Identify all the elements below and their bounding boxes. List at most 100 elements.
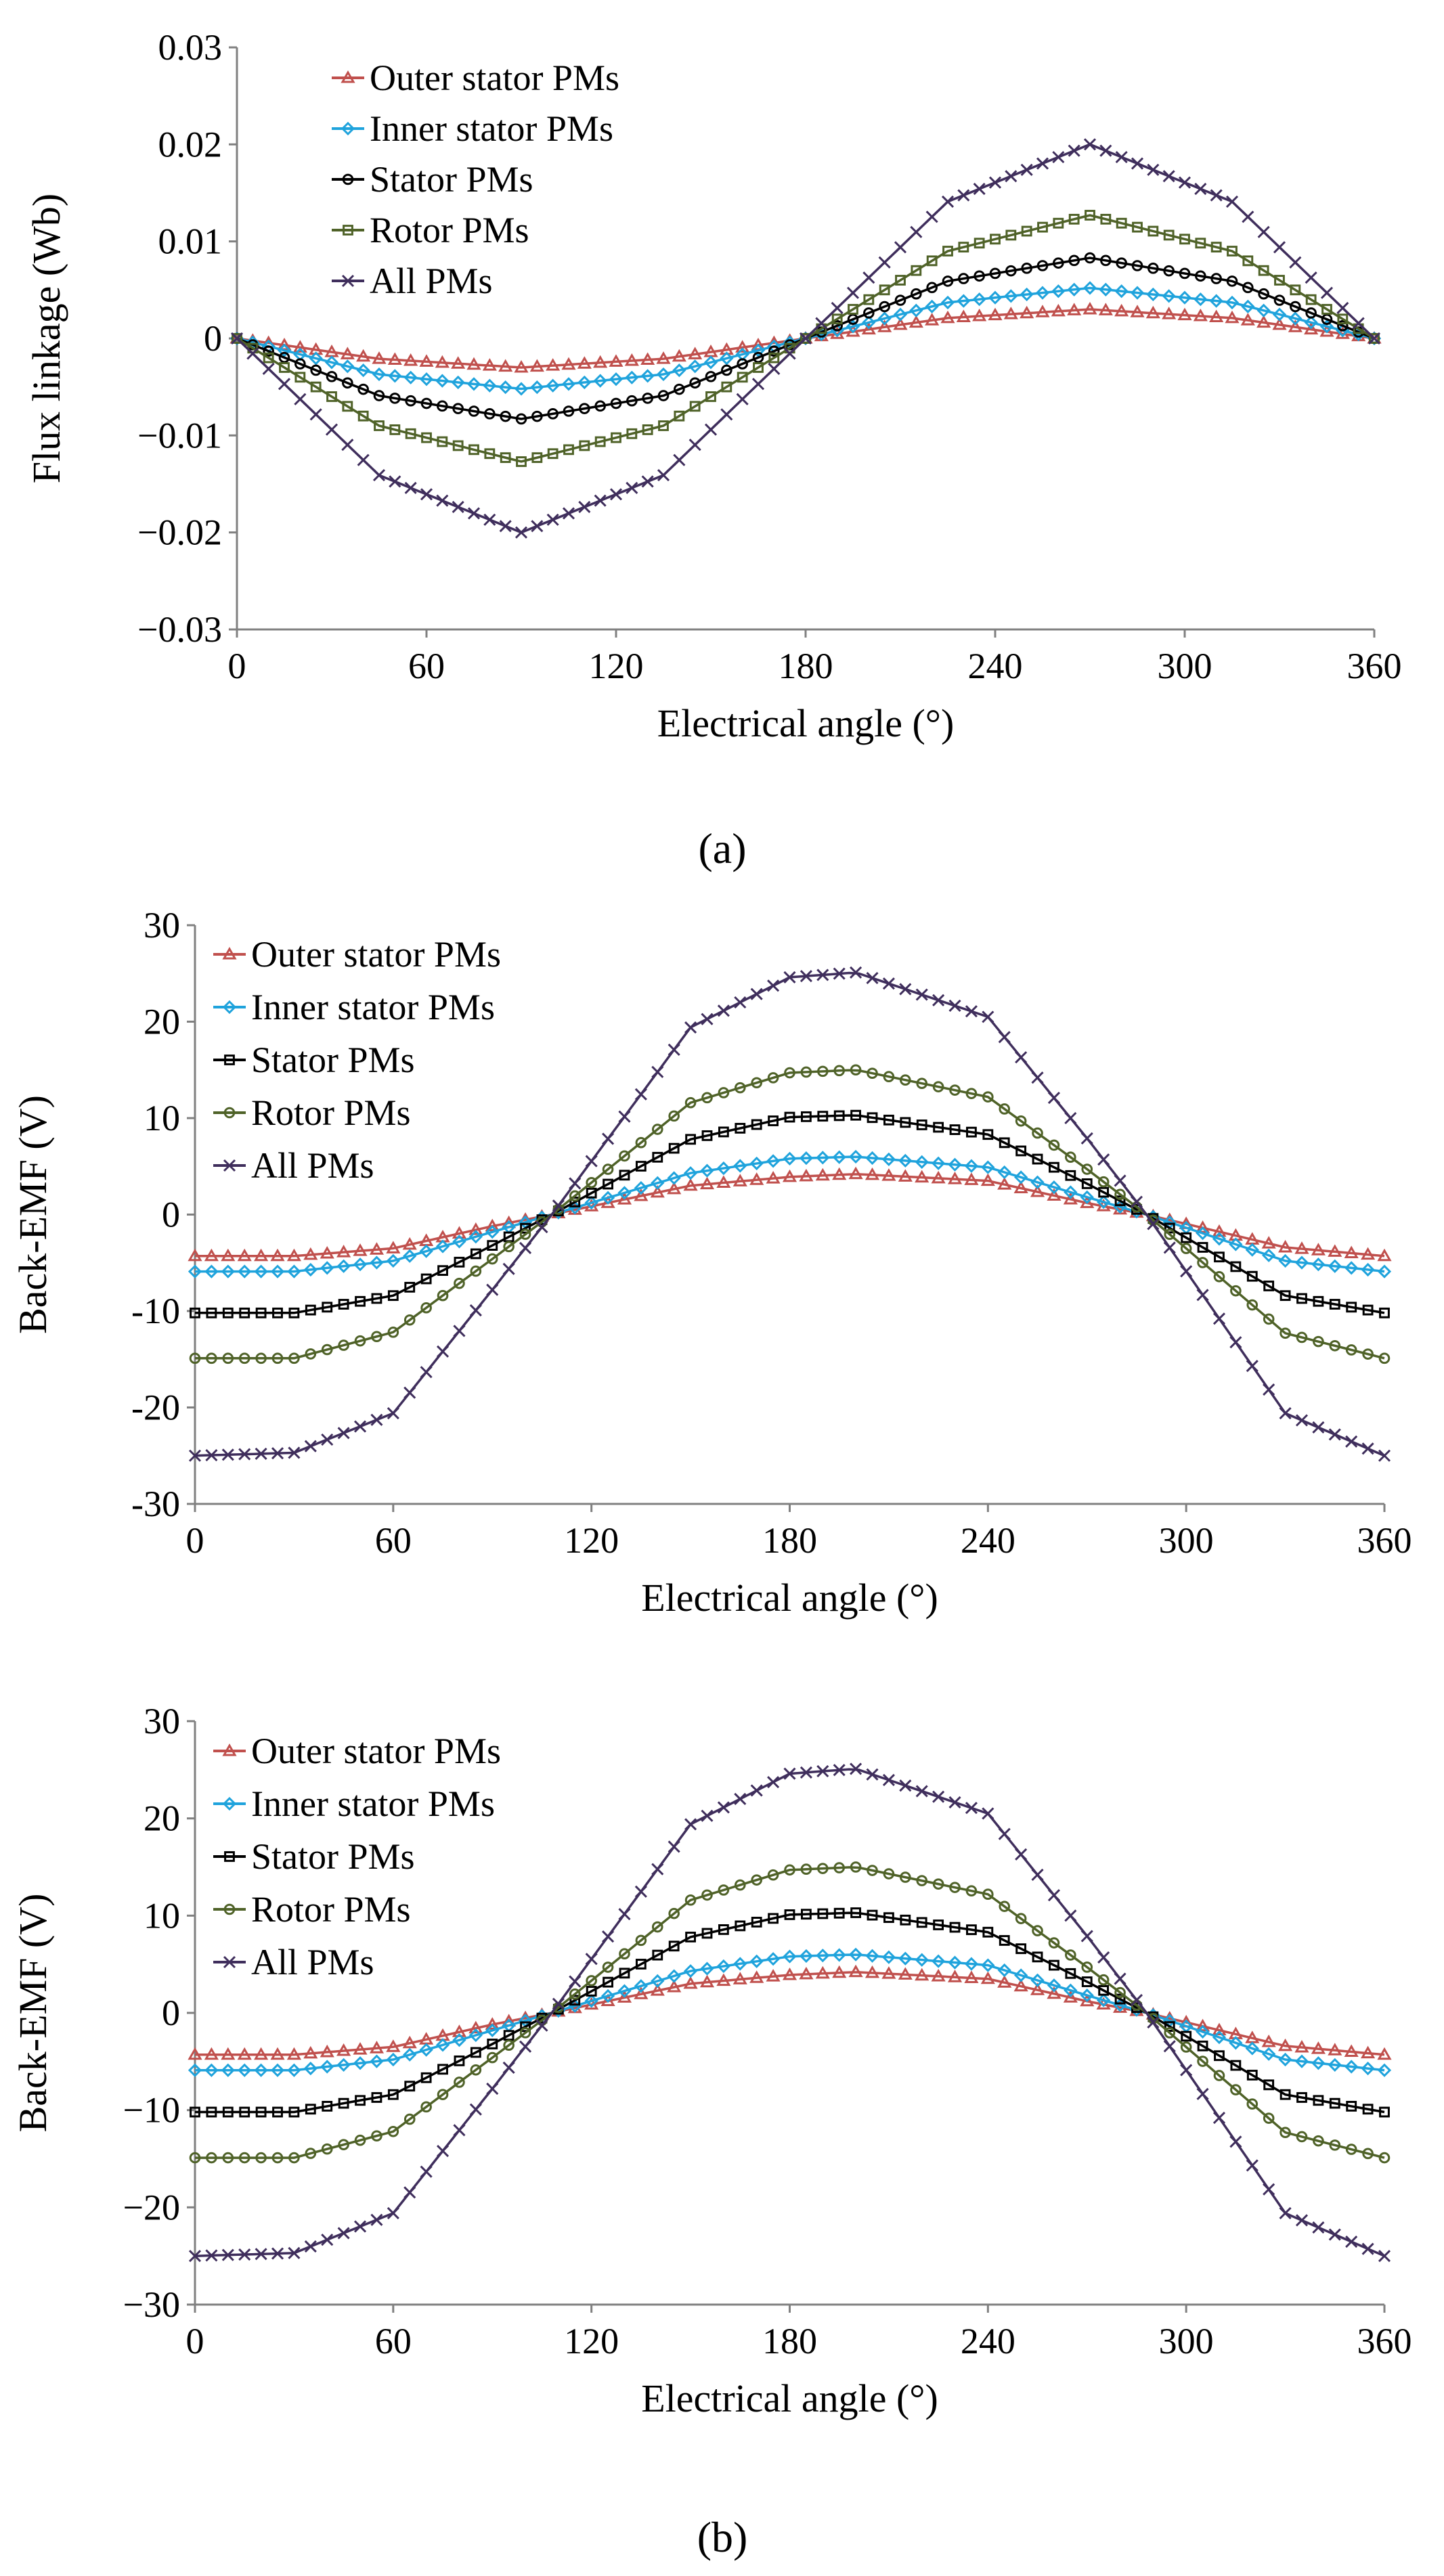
data-point xyxy=(204,2047,219,2060)
data-point xyxy=(305,1304,316,1316)
data-point xyxy=(980,1173,995,1186)
data-point xyxy=(468,444,479,456)
y-tick-label: 10 xyxy=(144,1895,180,1936)
data-point xyxy=(861,321,876,335)
data-point xyxy=(783,347,796,360)
data-point xyxy=(948,1796,961,1809)
data-point xyxy=(899,983,912,996)
data-point xyxy=(1082,301,1097,315)
data-point xyxy=(618,1110,631,1123)
data-point xyxy=(1345,1344,1357,1356)
data-point xyxy=(766,1171,781,1184)
data-point xyxy=(435,355,450,368)
data-point xyxy=(603,1178,613,1190)
data-point xyxy=(768,1913,779,1924)
data-point xyxy=(546,513,559,526)
data-point xyxy=(931,1170,946,1184)
data-point xyxy=(667,1171,681,1185)
data-point xyxy=(1162,289,1176,303)
data-point xyxy=(341,359,355,374)
legend-label: Inner stator PMs xyxy=(251,987,495,1027)
data-point xyxy=(883,1912,894,1924)
data-point xyxy=(322,2101,333,2112)
data-point xyxy=(998,1031,1011,1044)
data-point xyxy=(1240,313,1255,326)
data-point xyxy=(1032,1153,1043,1165)
data-point xyxy=(703,355,718,370)
data-point xyxy=(667,1181,682,1195)
data-point xyxy=(387,2206,399,2220)
data-point xyxy=(221,1264,235,1279)
data-point xyxy=(721,364,732,376)
data-point xyxy=(683,1976,698,1989)
data-point xyxy=(973,238,985,249)
data-point xyxy=(1278,1253,1292,1268)
data-point xyxy=(321,1343,333,1356)
data-point xyxy=(684,1818,697,1831)
data-point xyxy=(1197,1257,1208,1268)
data-point xyxy=(232,333,242,344)
data-point xyxy=(833,1110,845,1122)
data-point xyxy=(900,1117,911,1128)
data-point xyxy=(799,1168,814,1182)
data-point xyxy=(815,317,828,330)
data-point xyxy=(942,275,954,287)
data-point xyxy=(263,352,274,363)
data-point xyxy=(371,1293,382,1304)
data-point xyxy=(850,1064,862,1076)
data-point xyxy=(1272,317,1287,330)
data-point xyxy=(1013,1180,1028,1194)
data-point xyxy=(668,1840,680,1853)
data-point xyxy=(816,969,829,981)
data-point xyxy=(1196,2087,1209,2100)
data-point xyxy=(916,1917,927,1928)
data-point xyxy=(1212,2030,1227,2045)
data-point xyxy=(370,2054,384,2068)
data-point xyxy=(1047,1092,1061,1105)
data-point xyxy=(1328,2043,1342,2056)
data-point xyxy=(640,369,655,383)
data-point xyxy=(304,2240,317,2253)
data-point xyxy=(1099,282,1113,296)
data-point xyxy=(865,1965,880,1978)
data-point xyxy=(1345,1435,1358,1448)
y-tick-label: −20 xyxy=(123,2187,180,2227)
data-point xyxy=(1132,221,1143,233)
data-point xyxy=(878,256,891,269)
data-point xyxy=(1035,305,1050,317)
data-point xyxy=(373,390,385,401)
data-point xyxy=(635,1934,647,1947)
data-point xyxy=(403,2186,416,2199)
data-point xyxy=(519,2040,532,2053)
data-point xyxy=(617,1990,632,2003)
y-tick-label: -20 xyxy=(131,1387,180,1428)
data-point xyxy=(1227,246,1238,257)
data-point xyxy=(1068,144,1080,157)
data-point xyxy=(278,378,291,391)
data-point xyxy=(386,1253,400,1268)
data-point xyxy=(389,393,401,404)
data-point xyxy=(668,1043,680,1057)
legend-label: Outer stator PMs xyxy=(251,1731,501,1771)
data-point xyxy=(801,1111,812,1122)
data-point xyxy=(1256,315,1271,328)
data-point xyxy=(469,2103,482,2116)
data-point xyxy=(1163,2040,1176,2053)
data-point xyxy=(303,1247,318,1260)
data-point xyxy=(1230,1261,1242,1272)
data-point xyxy=(602,1132,615,1145)
data-point xyxy=(617,1192,632,1205)
x-tick-label: 240 xyxy=(968,646,1023,686)
data-point xyxy=(1229,2135,1242,2148)
data-point xyxy=(387,352,402,365)
data-point xyxy=(1328,1244,1342,1257)
data-point xyxy=(1210,189,1223,202)
flux-linkage-chart: 0.030.020.010−0.01−0.02−0.030 60 120 180 240… xyxy=(24,27,1402,745)
data-point xyxy=(915,1953,929,1967)
data-point xyxy=(862,271,875,284)
data-point xyxy=(867,1865,878,1876)
data-point xyxy=(305,2104,316,2115)
legend-swatch-marker xyxy=(224,1851,235,1862)
data-point xyxy=(1048,1937,1060,1949)
data-point xyxy=(767,979,780,992)
